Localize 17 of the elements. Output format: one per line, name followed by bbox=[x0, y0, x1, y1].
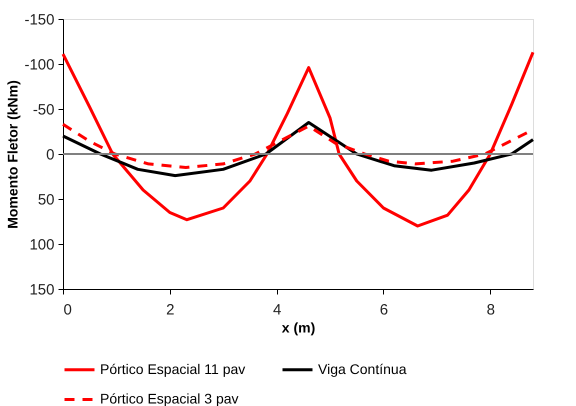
x-axis-title: x (m) bbox=[282, 320, 316, 336]
y-tick-label: -100 bbox=[24, 56, 54, 74]
y-tick-label: -150 bbox=[24, 12, 54, 28]
legend-label: Viga Contínua bbox=[318, 360, 407, 377]
x-tick-label: 2 bbox=[166, 302, 174, 318]
y-tick-label: 100 bbox=[29, 236, 54, 254]
y-tick-label: 150 bbox=[29, 282, 54, 298]
y-tick-label: -50 bbox=[32, 102, 54, 118]
x-tick-label: 6 bbox=[380, 302, 388, 318]
x-tick-label: 0 bbox=[64, 302, 72, 318]
y-tick-label: 50 bbox=[38, 192, 54, 208]
line-series bbox=[62, 50, 534, 228]
x-tick-label: 8 bbox=[486, 302, 495, 318]
legend-label: Pórtico Espacial 11 pav bbox=[100, 360, 246, 377]
x-tick-label: 4 bbox=[272, 302, 282, 318]
y-tick-label: 0 bbox=[46, 146, 54, 164]
y-axis-title: Momento Fletor (kNm) bbox=[4, 80, 20, 229]
